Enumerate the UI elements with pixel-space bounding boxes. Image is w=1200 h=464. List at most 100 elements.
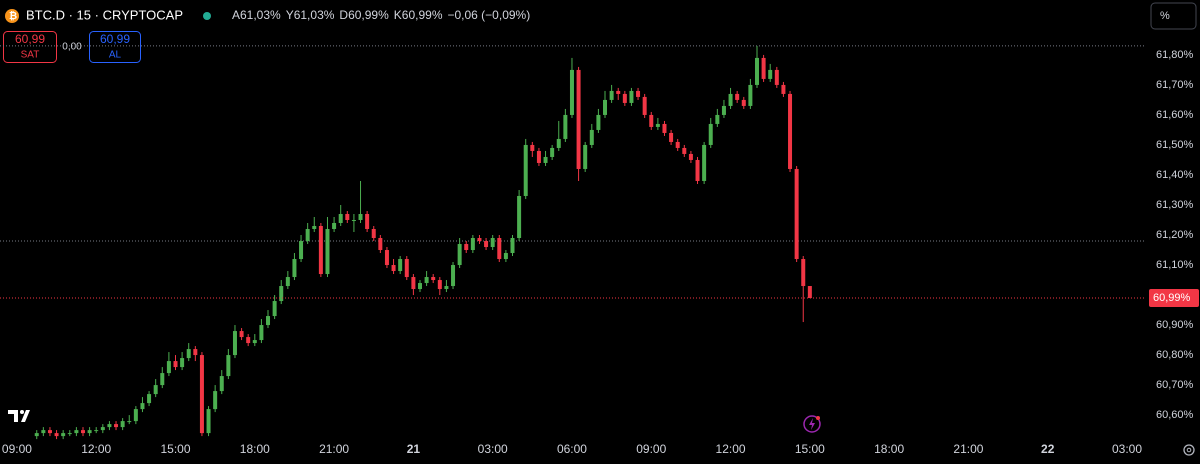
tv-logo bbox=[8, 410, 30, 422]
x-tick-label: 18:00 bbox=[240, 442, 270, 456]
candle-body bbox=[536, 150, 541, 163]
ohlc-legend: A61,03% Y61,03% D60,99% K60,99% −0,06 (−0,09… bbox=[232, 8, 530, 22]
symbol-title[interactable]: BTC.D · 15 · CRYPTOCAP bbox=[26, 7, 183, 22]
buy-label[interactable]: AL bbox=[109, 50, 122, 61]
candle-body bbox=[583, 144, 588, 169]
candle-body bbox=[530, 144, 535, 151]
buy-button[interactable] bbox=[89, 31, 141, 63]
candle-body bbox=[748, 84, 753, 106]
candle-body bbox=[484, 241, 489, 248]
candle-body bbox=[34, 433, 39, 437]
sell-button[interactable] bbox=[3, 31, 57, 63]
candle-body bbox=[332, 223, 337, 230]
candle-body bbox=[94, 430, 99, 432]
candle-body bbox=[609, 90, 614, 100]
candle-body bbox=[378, 238, 383, 251]
candle-body bbox=[226, 355, 231, 377]
candle-body bbox=[411, 277, 416, 290]
candle-body bbox=[41, 430, 46, 434]
candle-body bbox=[695, 159, 700, 181]
candle-body bbox=[266, 316, 271, 326]
scale-button-box[interactable] bbox=[1150, 2, 1197, 30]
y-tick-label: 60,70% bbox=[1156, 379, 1194, 391]
candle-body bbox=[669, 132, 674, 142]
candle-body bbox=[622, 93, 627, 103]
candle-body bbox=[662, 123, 667, 133]
ohlc-value: −0,06 (−0,09%) bbox=[447, 8, 530, 22]
candle-body bbox=[741, 99, 746, 106]
candle-body bbox=[728, 93, 733, 106]
ohlc-value: Y61,03% bbox=[286, 8, 335, 22]
candle-body bbox=[358, 213, 363, 220]
x-tick-label: 12:00 bbox=[81, 442, 111, 456]
x-tick-label: 09:00 bbox=[636, 442, 666, 456]
candle-body bbox=[794, 168, 799, 260]
y-tick-label: 61,10% bbox=[1156, 259, 1194, 271]
ohlc-value: A61,03% bbox=[232, 8, 281, 22]
ohlc-value: K60,99% bbox=[394, 8, 443, 22]
candle-body bbox=[477, 238, 482, 242]
candle-body bbox=[61, 433, 66, 437]
y-tick-label: 60,80% bbox=[1156, 349, 1194, 361]
candle-body bbox=[576, 69, 581, 169]
candle-body bbox=[193, 349, 198, 356]
x-tick-label: 03:00 bbox=[1112, 442, 1142, 456]
ohlc-value: D60,99% bbox=[339, 8, 389, 22]
x-tick-label: 15:00 bbox=[795, 442, 825, 456]
candle-body bbox=[424, 277, 429, 284]
settings-icon[interactable] bbox=[1183, 444, 1195, 456]
candle-body bbox=[774, 69, 779, 85]
candle-body bbox=[292, 259, 297, 278]
candle-body bbox=[173, 361, 178, 368]
y-tick-label: 61,20% bbox=[1156, 229, 1194, 241]
candle-body bbox=[569, 69, 574, 115]
candle-body bbox=[272, 301, 277, 317]
candle-body bbox=[761, 57, 766, 79]
candle-body bbox=[371, 229, 376, 239]
candle-body bbox=[675, 141, 680, 148]
scale-button[interactable]: % bbox=[1160, 10, 1170, 22]
sell-label[interactable]: SAT bbox=[21, 50, 40, 61]
candle-body bbox=[80, 430, 85, 434]
candle-body bbox=[616, 90, 621, 94]
x-tick-label: 06:00 bbox=[557, 442, 587, 456]
candle-body bbox=[649, 114, 654, 127]
candle-body bbox=[404, 259, 409, 278]
candle-body bbox=[636, 90, 641, 97]
candle-body bbox=[550, 147, 555, 157]
candle-body bbox=[556, 138, 561, 148]
candle-body bbox=[345, 213, 350, 220]
candle-body bbox=[213, 391, 218, 410]
candle-body bbox=[510, 238, 515, 254]
y-tick-label: 61,80% bbox=[1156, 49, 1194, 61]
candle-body bbox=[325, 229, 330, 275]
coin-glyph: ₿ bbox=[9, 10, 17, 22]
sell-price[interactable]: 60,99 bbox=[15, 32, 45, 46]
candle-body bbox=[285, 277, 290, 287]
candle-body bbox=[457, 244, 462, 266]
candle-body bbox=[451, 265, 456, 287]
candle-body bbox=[807, 286, 812, 299]
alert-icon[interactable] bbox=[803, 415, 821, 433]
candle-body bbox=[259, 325, 264, 341]
status-dot bbox=[203, 12, 211, 20]
x-tick-label: 12:00 bbox=[716, 442, 746, 456]
candle-body bbox=[239, 331, 244, 338]
candle-body bbox=[54, 433, 59, 437]
buy-price[interactable]: 60,99 bbox=[100, 32, 130, 46]
candle-body bbox=[312, 226, 317, 230]
candle-body bbox=[133, 409, 138, 422]
candle-body bbox=[252, 340, 257, 344]
plot-area: 60,60% 60,70% 60,80% 60,90% 61,10% 61,20% 61,3… bbox=[0, 45, 1199, 456]
candle-body bbox=[543, 156, 548, 163]
candle-body bbox=[444, 286, 449, 290]
x-tick-label: 09:00 bbox=[2, 442, 32, 456]
candle-body bbox=[299, 241, 304, 260]
candle-body bbox=[219, 376, 224, 392]
candle-body bbox=[682, 147, 687, 154]
candle-body bbox=[186, 349, 191, 359]
candle-body bbox=[67, 433, 72, 435]
